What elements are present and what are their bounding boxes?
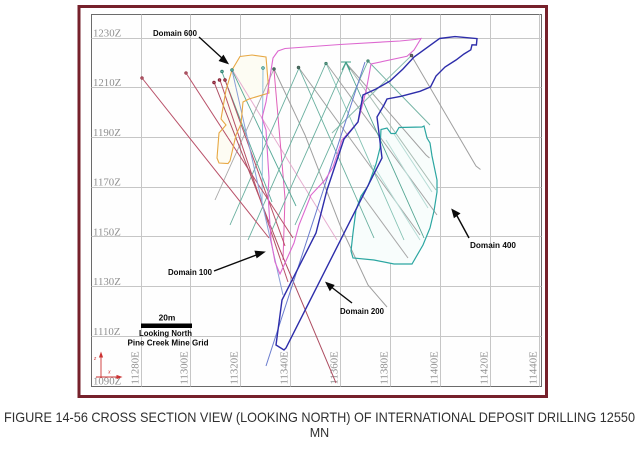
svg-text:11320E: 11320E — [229, 351, 241, 385]
svg-text:11420E: 11420E — [479, 351, 491, 385]
svg-text:Looking North: Looking North — [139, 328, 192, 338]
svg-text:z: z — [93, 356, 97, 362]
svg-text:Domain 600: Domain 600 — [153, 28, 197, 38]
svg-text:1090Z: 1090Z — [93, 376, 121, 388]
svg-text:1130Z: 1130Z — [93, 276, 121, 288]
svg-text:1150Z: 1150Z — [93, 226, 121, 238]
svg-text:20m: 20m — [159, 313, 176, 323]
svg-text:11380E: 11380E — [379, 351, 391, 385]
svg-text:1210Z: 1210Z — [93, 77, 121, 89]
svg-text:FIGURE 14-56 CROSS SECTION VIE: FIGURE 14-56 CROSS SECTION VIEW (LOOKING… — [4, 409, 635, 425]
svg-text:1110Z: 1110Z — [93, 326, 120, 338]
svg-text:11440E: 11440E — [528, 351, 540, 385]
svg-text:11340E: 11340E — [279, 351, 291, 385]
svg-text:1190Z: 1190Z — [93, 127, 121, 139]
svg-text:MN: MN — [310, 426, 329, 440]
svg-text:1170Z: 1170Z — [93, 177, 121, 189]
svg-text:1230Z: 1230Z — [93, 28, 121, 40]
svg-text:Domain 100: Domain 100 — [168, 267, 212, 277]
svg-text:11400E: 11400E — [429, 351, 441, 385]
svg-text:11300E: 11300E — [179, 351, 191, 385]
svg-text:11360E: 11360E — [329, 351, 341, 385]
svg-text:Pine Creek Mine Grid: Pine Creek Mine Grid — [128, 338, 209, 348]
svg-text:x: x — [107, 370, 111, 376]
svg-text:Domain 400: Domain 400 — [470, 240, 516, 250]
svg-text:Domain 200: Domain 200 — [340, 306, 384, 316]
svg-text:11280E: 11280E — [130, 351, 142, 385]
